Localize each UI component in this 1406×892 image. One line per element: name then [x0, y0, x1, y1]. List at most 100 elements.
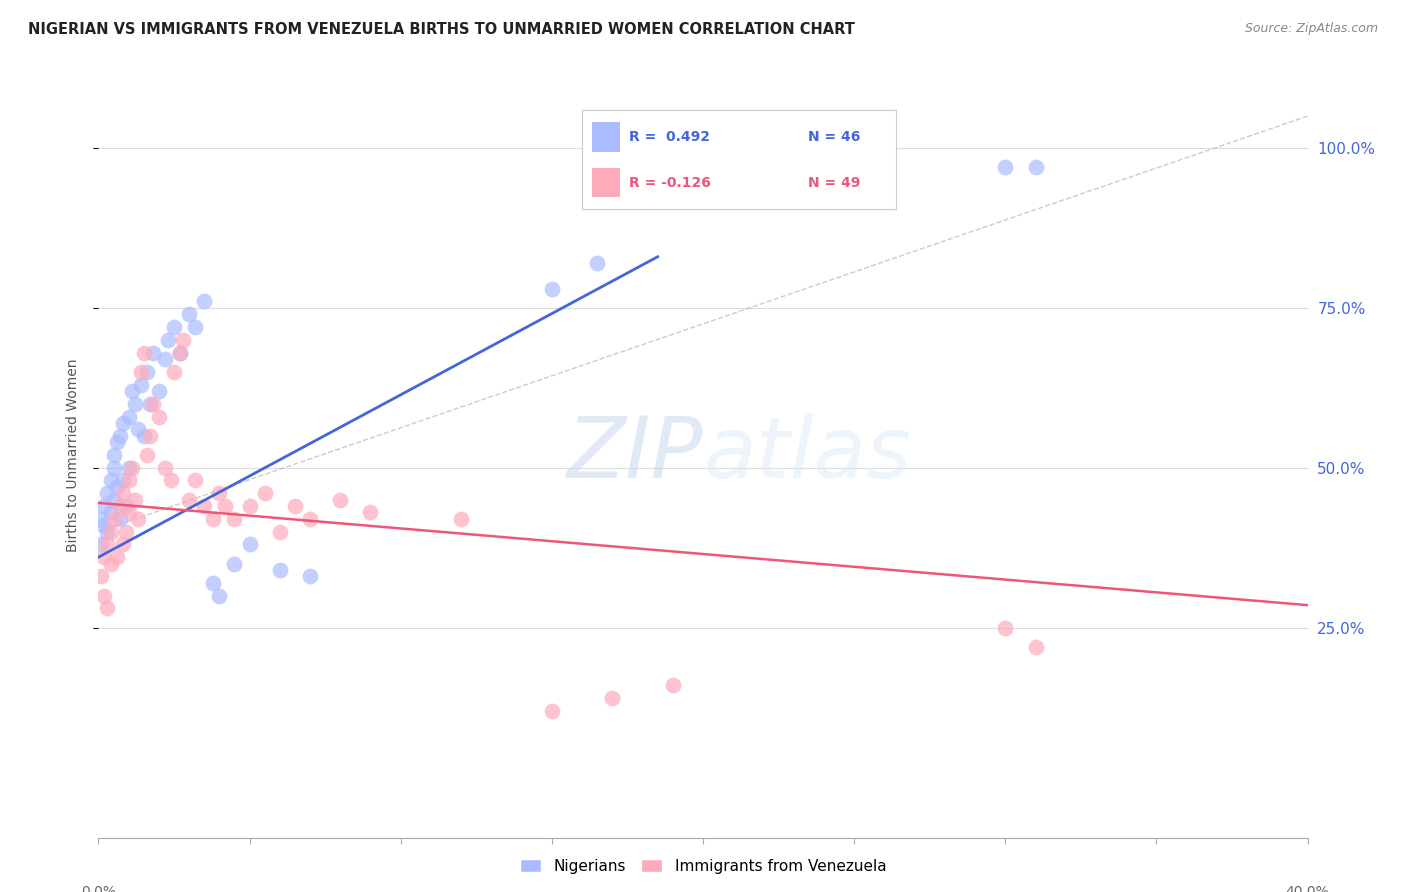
Point: [90, 512, 112, 526]
Point: [994, 621, 1017, 635]
Point: [156, 333, 179, 347]
Point: [142, 397, 165, 411]
Point: [329, 492, 352, 507]
Point: [118, 460, 141, 475]
Point: [124, 492, 146, 507]
Legend: Nigerians, Immigrants from Venezuela: Nigerians, Immigrants from Venezuela: [513, 853, 893, 880]
Point: [239, 499, 262, 513]
Point: [184, 474, 207, 488]
Point: [139, 397, 162, 411]
Point: [142, 345, 165, 359]
Point: [105, 550, 128, 565]
Point: [202, 512, 225, 526]
Point: [269, 563, 291, 577]
Point: [100, 524, 122, 539]
Point: [103, 512, 125, 526]
Point: [202, 575, 225, 590]
Point: [1024, 640, 1046, 654]
Point: [121, 384, 143, 398]
Point: [135, 365, 157, 379]
Point: [93, 499, 115, 513]
Point: [114, 524, 136, 539]
Point: [299, 569, 322, 583]
Point: [114, 499, 136, 513]
Point: [111, 416, 134, 430]
Point: [163, 365, 186, 379]
Point: [661, 678, 683, 692]
Point: [214, 499, 236, 513]
Text: NIGERIAN VS IMMIGRANTS FROM VENEZUELA BIRTHS TO UNMARRIED WOMEN CORRELATION CHAR: NIGERIAN VS IMMIGRANTS FROM VENEZUELA BI…: [28, 22, 855, 37]
Point: [139, 429, 162, 443]
Point: [169, 345, 191, 359]
Point: [90, 537, 112, 551]
Text: atlas: atlas: [703, 413, 911, 497]
Point: [160, 474, 183, 488]
Point: [193, 499, 215, 513]
Text: 40.0%: 40.0%: [1285, 885, 1330, 892]
Point: [360, 505, 382, 519]
Point: [602, 690, 624, 705]
Point: [163, 320, 186, 334]
Point: [127, 512, 149, 526]
Point: [208, 589, 231, 603]
Point: [96, 537, 118, 551]
Point: [100, 557, 122, 571]
Point: [224, 512, 246, 526]
Point: [129, 365, 152, 379]
Point: [93, 589, 115, 603]
Point: [172, 333, 194, 347]
Point: [93, 518, 115, 533]
Point: [148, 384, 170, 398]
Point: [153, 351, 176, 366]
Point: [129, 377, 152, 392]
Point: [118, 474, 141, 488]
Point: [1024, 161, 1046, 175]
Point: [105, 435, 128, 450]
Point: [132, 429, 155, 443]
Text: 0.0%: 0.0%: [82, 885, 115, 892]
Point: [135, 448, 157, 462]
Point: [111, 537, 134, 551]
Point: [93, 550, 115, 565]
Point: [103, 492, 125, 507]
Text: Source: ZipAtlas.com: Source: ZipAtlas.com: [1244, 22, 1378, 36]
Y-axis label: Births to Unmarried Women: Births to Unmarried Women: [66, 359, 80, 551]
Point: [299, 512, 322, 526]
Point: [96, 524, 118, 539]
Point: [108, 512, 131, 526]
Text: ZIP: ZIP: [567, 413, 703, 497]
Point: [148, 409, 170, 424]
Point: [118, 505, 141, 519]
Point: [118, 409, 141, 424]
Point: [208, 486, 231, 500]
Point: [124, 397, 146, 411]
Point: [153, 460, 176, 475]
Point: [994, 161, 1017, 175]
Point: [105, 480, 128, 494]
Point: [111, 474, 134, 488]
Point: [108, 429, 131, 443]
Point: [193, 294, 215, 309]
Point: [169, 345, 191, 359]
Point: [96, 601, 118, 615]
Point: [179, 307, 201, 321]
Point: [108, 499, 131, 513]
Point: [96, 486, 118, 500]
Point: [253, 486, 276, 500]
Point: [269, 524, 291, 539]
Point: [224, 557, 246, 571]
Point: [586, 256, 609, 270]
Point: [184, 320, 207, 334]
Point: [121, 460, 143, 475]
Point: [132, 345, 155, 359]
Point: [111, 486, 134, 500]
Point: [540, 282, 562, 296]
Point: [239, 537, 262, 551]
Point: [103, 460, 125, 475]
Point: [284, 499, 307, 513]
Point: [103, 448, 125, 462]
Point: [100, 474, 122, 488]
Point: [540, 704, 562, 718]
Point: [100, 505, 122, 519]
Point: [90, 569, 112, 583]
